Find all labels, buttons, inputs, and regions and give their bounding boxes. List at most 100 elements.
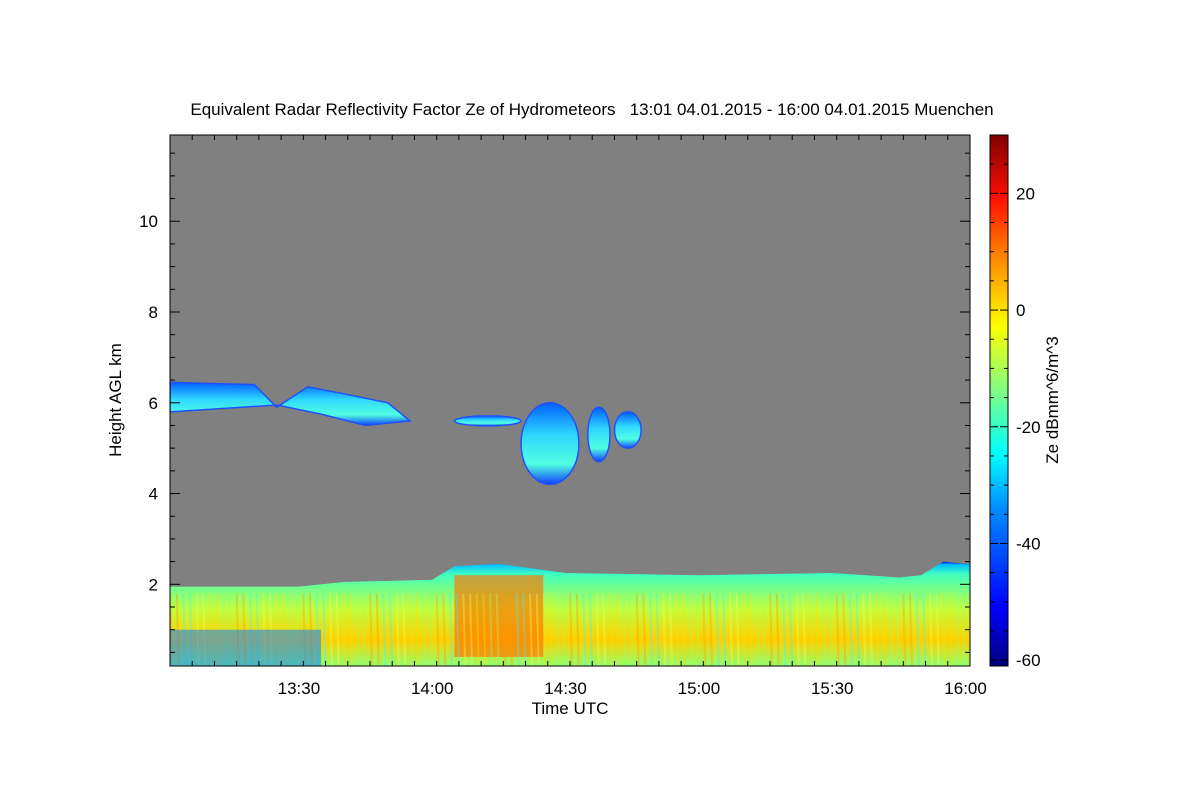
fall-streak — [742, 593, 747, 666]
x-axis: 13:30 14:00 14:30 15:00 15:30 16:00 — [169, 135, 987, 698]
fall-streak — [402, 593, 407, 666]
fall-streak — [535, 593, 540, 666]
fall-streak — [575, 593, 580, 666]
fall-streak — [915, 593, 920, 666]
upper-cloud-band — [170, 381, 412, 427]
colorbar-label: Ze dBmm^6/m^3 — [1043, 336, 1062, 463]
fall-streak — [702, 593, 707, 666]
fall-streak — [362, 593, 367, 666]
fall-streak — [869, 593, 873, 666]
fall-streak — [955, 593, 960, 666]
fall-streak — [329, 593, 333, 666]
plot-area: 13:30 14:00 14:30 15:00 15:30 16:00 2 4 6 8 10 — [139, 134, 987, 698]
fall-streak — [455, 593, 460, 666]
upper-cloud-band — [453, 402, 642, 486]
cloud-cell — [613, 411, 642, 449]
fall-streak — [602, 593, 607, 666]
cloud-cell — [587, 406, 611, 463]
fall-streak — [489, 593, 493, 666]
fall-streak — [802, 593, 807, 666]
fall-streak — [815, 593, 820, 666]
fall-streak — [642, 593, 647, 666]
fall-streak — [895, 593, 900, 666]
colorbar-tick-label: -60 — [1016, 651, 1041, 670]
y-tick-label: 2 — [149, 575, 158, 594]
x-tick-label: 15:30 — [811, 679, 854, 698]
fall-streak — [789, 593, 793, 666]
fall-streak — [889, 593, 893, 666]
fall-streak — [482, 593, 487, 666]
fall-streak — [595, 593, 600, 666]
fall-streak — [829, 593, 833, 666]
y-tick-label: 8 — [149, 303, 158, 322]
fall-streak — [849, 593, 853, 666]
fall-streak — [729, 593, 733, 666]
fall-streak — [622, 593, 627, 666]
fall-streak — [369, 593, 373, 666]
fall-streak — [775, 593, 780, 666]
fall-streak — [349, 593, 353, 666]
fall-streak — [522, 593, 527, 666]
fall-streak — [442, 593, 447, 666]
cloud-shape — [170, 381, 412, 427]
x-axis-label: Time UTC — [532, 699, 609, 718]
fall-streak — [862, 593, 867, 666]
colorbar-tick-label: -40 — [1016, 534, 1041, 553]
fall-streak — [355, 593, 360, 666]
fall-streak — [555, 593, 560, 666]
fall-streak — [582, 593, 587, 666]
fall-streak — [515, 593, 520, 666]
max-reflectivity-region — [454, 575, 544, 657]
reflectivity-layers — [170, 381, 970, 666]
colorbar-ticks: 20 0 -20 -40 -60 — [990, 134, 1041, 670]
fall-streak — [835, 593, 840, 666]
y-tick-label: 4 — [149, 485, 158, 504]
fall-streak — [949, 593, 953, 666]
x-tick-label: 13:30 — [278, 679, 321, 698]
fall-streak — [855, 593, 860, 666]
y-axis-label: Height AGL km — [106, 343, 125, 457]
fall-streak — [942, 593, 947, 666]
colorbar-tick-label: -20 — [1016, 418, 1041, 437]
fall-streak — [682, 593, 687, 666]
colorbar: 20 0 -20 -40 -60 Ze dBmm^6/m^3 — [989, 134, 1062, 670]
y-tick-label: 6 — [149, 394, 158, 413]
fall-streak — [675, 593, 680, 666]
fall-streak — [722, 593, 727, 666]
fall-streak — [655, 593, 660, 666]
fall-streak — [762, 593, 767, 666]
colorbar-tick-label: 20 — [1016, 184, 1035, 203]
fall-streak — [382, 593, 387, 666]
fall-streak — [495, 593, 500, 666]
fall-streak — [549, 593, 553, 666]
fall-streak — [542, 593, 547, 666]
fall-streak — [715, 593, 720, 666]
y-axis: 2 4 6 8 10 — [139, 152, 970, 653]
fall-streak — [842, 593, 847, 666]
fall-streak — [902, 593, 907, 666]
fall-streak — [435, 593, 440, 666]
y-tick-label: 10 — [139, 212, 158, 231]
x-tick-label: 14:30 — [544, 679, 587, 698]
fall-streak — [795, 593, 800, 666]
fall-streak — [962, 593, 967, 666]
x-tick-label: 15:00 — [678, 679, 721, 698]
fall-streak — [929, 593, 933, 666]
fall-streak — [669, 593, 673, 666]
fall-streak — [502, 593, 507, 666]
fall-streak — [922, 593, 927, 666]
x-tick-label: 16:00 — [944, 679, 987, 698]
fall-streak — [609, 593, 613, 666]
fall-streak — [649, 593, 653, 666]
fall-streak — [569, 593, 573, 666]
cloud-cell — [453, 415, 522, 427]
fall-streak — [469, 593, 473, 666]
fall-streak — [529, 593, 533, 666]
fall-streak — [322, 593, 327, 666]
fall-streak — [909, 593, 913, 666]
fall-streak — [389, 593, 393, 666]
fall-streak — [509, 593, 513, 666]
fall-streak — [415, 593, 420, 666]
fall-streak — [709, 593, 713, 666]
fall-streak — [409, 593, 413, 666]
